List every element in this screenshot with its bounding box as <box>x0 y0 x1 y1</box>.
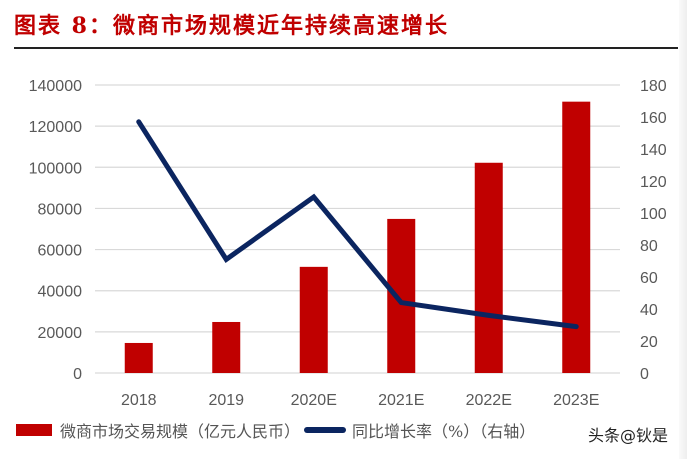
line-series <box>136 119 579 330</box>
legend-bar-label: 微商市场交易规模（亿元人民币） <box>60 422 301 441</box>
y-tick-label: 100000 <box>29 160 82 177</box>
bar <box>562 101 591 374</box>
legend-bar-swatch <box>16 424 52 436</box>
y-tick-label: 140000 <box>29 78 82 95</box>
bar <box>212 321 241 373</box>
legend: 微商市场交易规模（亿元人民币） 同比增长率（%）（右轴） <box>16 418 535 442</box>
legend-line-label: 同比增长率（%）（右轴） <box>352 422 536 441</box>
y2-tick-label: 20 <box>640 334 658 351</box>
x-axis-ticks: 2018 2019 2020E 2021E 2022E 2023E <box>121 392 599 409</box>
y2-tick-label: 180 <box>640 78 667 95</box>
x-tick-label: 2020E <box>291 392 337 409</box>
y-tick-label: 0 <box>73 366 82 383</box>
y-tick-label: 80000 <box>38 201 83 218</box>
y2-tick-label: 0 <box>640 366 649 383</box>
x-tick-label: 2021E <box>378 392 424 409</box>
x-tick-label: 2019 <box>208 392 244 409</box>
y-tick-label: 20000 <box>38 325 83 342</box>
y-tick-label: 40000 <box>38 284 83 301</box>
y2-tick-label: 80 <box>640 238 658 255</box>
y-tick-label: 120000 <box>29 119 82 136</box>
y2-tick-label: 140 <box>640 142 667 159</box>
y2-tick-label: 160 <box>640 110 667 127</box>
chart-title: 图表 8：微商市场规模近年持续高速增长 <box>14 13 449 39</box>
y2-tick-label: 100 <box>640 206 667 223</box>
bar <box>474 162 503 373</box>
legend-line-swatch <box>304 427 347 433</box>
gridlines <box>95 84 620 374</box>
growth-line <box>136 119 579 330</box>
x-tick-label: 2022E <box>466 392 512 409</box>
left-axis-ticks: 0 20000 40000 60000 80000 100000 120000 140000 <box>29 78 82 383</box>
y2-tick-label: 60 <box>640 270 658 287</box>
watermark: 头条@钬是 <box>588 426 669 445</box>
y-tick-label: 60000 <box>38 243 83 260</box>
x-tick-label: 2023E <box>553 392 599 409</box>
y2-tick-label: 120 <box>640 174 667 191</box>
bar <box>124 342 153 373</box>
bar <box>387 218 416 373</box>
bar-series <box>124 101 591 374</box>
x-tick-label: 2018 <box>121 392 157 409</box>
y2-tick-label: 40 <box>640 302 658 319</box>
edge-shade <box>679 0 687 459</box>
title-divider <box>14 47 678 49</box>
right-axis-ticks: 0 20 40 60 80 100 120 140 160 180 <box>640 78 667 383</box>
bar <box>299 266 328 373</box>
